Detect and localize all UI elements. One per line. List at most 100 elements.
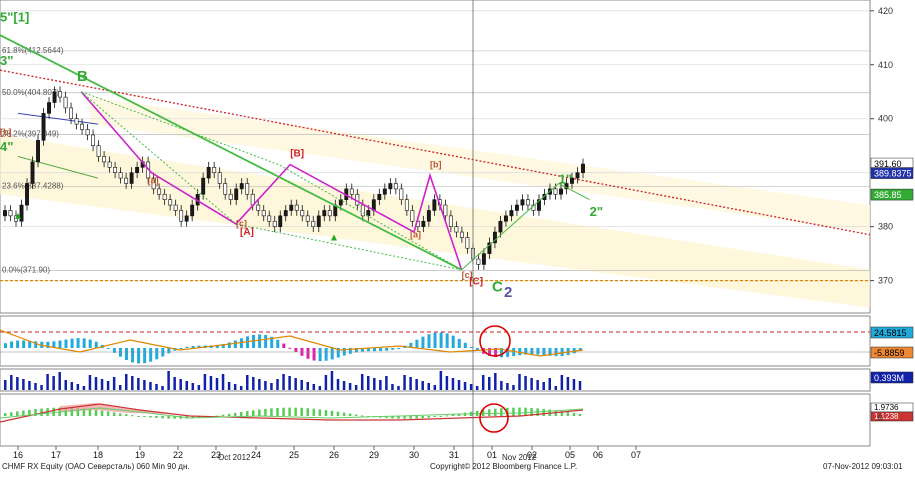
volume-bar	[433, 385, 437, 390]
candle-body	[498, 220, 503, 233]
osc1-bar	[258, 334, 262, 348]
x-tick-label: 30	[409, 450, 419, 460]
volume-bar	[125, 374, 128, 390]
footer-timestamp: 07-Nov-2012 09:03:01	[823, 462, 903, 471]
candle-body	[190, 204, 195, 217]
y-tick-label: 420	[878, 6, 893, 16]
volume-bar	[203, 374, 207, 390]
volume-bar	[542, 382, 545, 390]
marker-triangle	[15, 212, 21, 219]
osc2-bar	[312, 408, 316, 416]
volume-bar	[28, 381, 31, 390]
volume-bar	[566, 377, 570, 390]
volume-bar	[481, 375, 485, 390]
candle-body	[388, 183, 393, 190]
osc1-bar	[336, 348, 340, 358]
osc2-bar	[524, 407, 527, 416]
candle-body	[36, 140, 40, 163]
osc1-bar	[348, 348, 352, 354]
osc2-bar	[354, 414, 358, 416]
volume-bar	[22, 379, 25, 390]
volume-bar	[40, 385, 43, 390]
osc2-bar	[82, 408, 86, 416]
volume-bar	[209, 376, 213, 390]
osc2-bar	[494, 408, 497, 416]
osc1-bar	[415, 339, 419, 348]
volume-bar	[409, 377, 412, 390]
volume-bar	[560, 375, 564, 390]
wave-green-dotted-lower	[80, 91, 462, 271]
candle-body	[514, 204, 519, 211]
volume-bar	[118, 385, 122, 390]
fib-label: 61.8%(412.5644)	[2, 46, 64, 55]
x-month-label: Nov 2012	[502, 453, 537, 462]
volume-bar	[46, 374, 49, 390]
candle-body	[289, 204, 294, 211]
osc1-bar	[463, 342, 467, 348]
volume-bar	[100, 379, 104, 390]
candle-body	[168, 199, 173, 206]
candle-body	[520, 199, 525, 206]
wave-projection	[461, 182, 590, 271]
osc2-bar	[300, 407, 303, 416]
osc1-bar	[421, 336, 425, 348]
candle-body	[537, 199, 541, 211]
y-tick-label: 370	[878, 276, 893, 286]
osc1-bar	[46, 341, 50, 348]
price-tag-label: 391.60	[874, 159, 902, 169]
wave-label: [c]	[462, 270, 473, 280]
candle-body	[410, 210, 415, 222]
osc2-bar	[125, 414, 128, 416]
osc1-bar	[34, 341, 38, 348]
osc1-bar	[469, 346, 473, 348]
candle-body	[157, 188, 162, 195]
osc2-bar	[282, 407, 285, 416]
volume-bar	[70, 382, 74, 390]
candle-body	[234, 188, 239, 200]
candle-body	[487, 242, 492, 254]
candle-body	[426, 210, 431, 222]
candle-body	[300, 210, 305, 217]
candle-body	[217, 172, 222, 184]
footer-instrument: CHMF RX Equity (ОАО Северсталь) 060 Min …	[2, 462, 190, 471]
volume-bar	[34, 383, 37, 390]
osc2-bar	[560, 411, 564, 416]
osc1-bar	[530, 348, 534, 355]
osc2-bar	[415, 416, 418, 419]
osc2-bar	[106, 411, 110, 416]
candle-body	[481, 253, 486, 265]
osc1-bar	[312, 348, 316, 361]
wave-label: B	[77, 68, 88, 85]
candle-body	[492, 231, 497, 244]
wave-label: [b]	[430, 159, 442, 169]
osc1-bar	[306, 348, 310, 359]
candle-body	[256, 204, 261, 211]
candle-body	[245, 183, 250, 195]
volume-bar	[58, 372, 61, 390]
x-tick-label: 07	[631, 450, 641, 460]
volume-bar	[475, 386, 479, 390]
volume-bar	[373, 378, 376, 390]
wave-magenta-line	[80, 91, 463, 271]
osc2-bar	[500, 408, 503, 416]
osc2-bar	[481, 410, 485, 416]
osc2-bar	[118, 413, 122, 416]
candle-body	[349, 188, 354, 195]
candle-body	[41, 113, 46, 141]
volume-bar	[342, 381, 346, 390]
osc1-bar	[524, 348, 528, 355]
osc2-bar	[336, 411, 340, 416]
osc2-bar	[578, 413, 582, 416]
osc2-bar	[288, 407, 291, 416]
ma-blue-line	[17, 112, 99, 125]
wave-label: 5"[1]	[0, 10, 29, 25]
osc1-bar	[52, 341, 56, 348]
candle-body	[8, 210, 13, 217]
price-tag-label: 385.85	[874, 190, 902, 200]
volume-bar	[312, 384, 316, 390]
candle-body	[454, 226, 459, 233]
x-tick-label: 16	[13, 450, 23, 460]
osc1-bar	[288, 347, 292, 349]
candle-body	[399, 188, 404, 200]
volume-bar	[4, 380, 7, 390]
